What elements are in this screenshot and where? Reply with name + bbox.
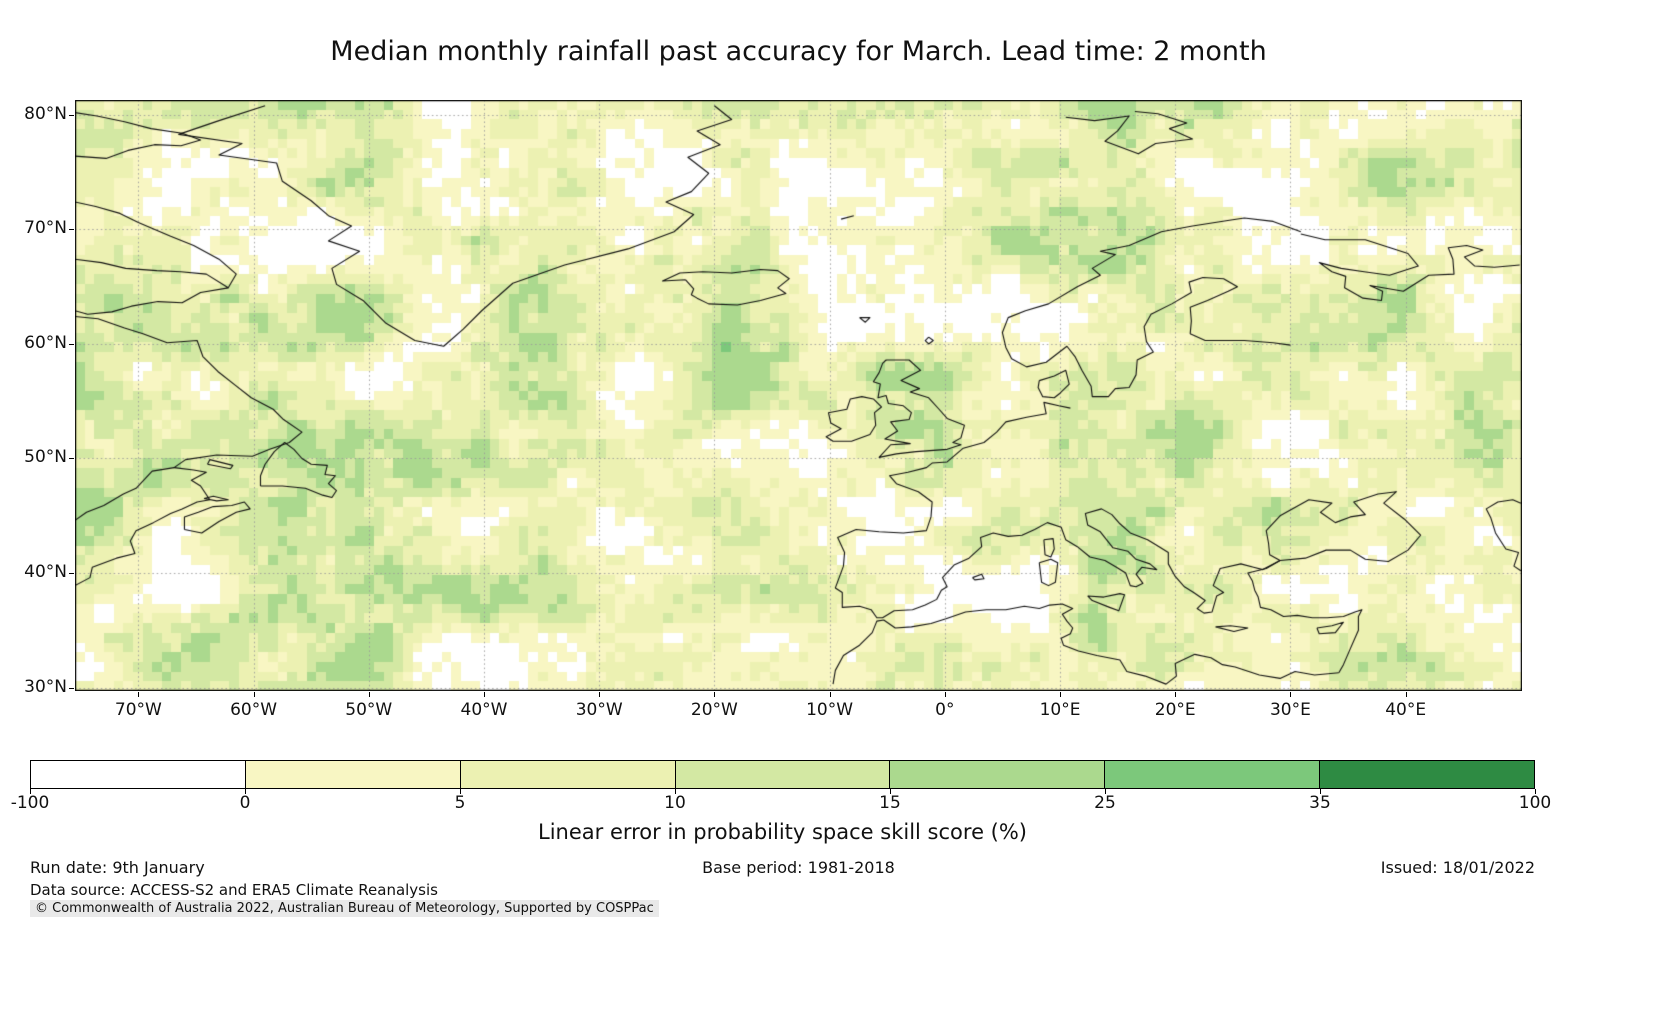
x-tick-mark (1175, 692, 1176, 697)
colorbar-segment (890, 761, 1106, 788)
lon-tick-label: 40°E (1385, 700, 1427, 720)
x-tick-mark (599, 692, 600, 697)
run-date-text: Run date: 9th January (30, 858, 205, 877)
lon-tick-label: 40°W (460, 700, 508, 720)
colorbar-segment (1320, 761, 1535, 788)
x-tick-mark (945, 692, 946, 697)
lat-tick-label: 80°N (24, 103, 67, 124)
x-tick-mark (1060, 692, 1061, 697)
y-tick-mark (69, 229, 74, 230)
colorbar-tick-label: 0 (239, 793, 251, 813)
colorbar-label: Linear error in probability space skill … (538, 820, 1027, 844)
base-period-text: Base period: 1981-2018 (702, 858, 895, 877)
colorbar-tick-label: -100 (10, 793, 50, 813)
colorbar-segment (460, 761, 676, 788)
colorbar-tick-label: 15 (879, 793, 901, 813)
colorbar-segment (1105, 761, 1321, 788)
colorbar-tick-label: 35 (1309, 793, 1331, 813)
lat-tick-label: 40°N (24, 562, 67, 583)
lat-tick-label: 70°N (24, 218, 67, 239)
y-tick-mark (69, 344, 74, 345)
x-tick-mark (830, 692, 831, 697)
y-tick-mark (69, 458, 74, 459)
lon-tick-label: 50°W (345, 700, 393, 720)
colorbar-tick-label: 100 (1518, 793, 1552, 813)
copyright-text: © Commonwealth of Australia 2022, Austra… (30, 900, 659, 917)
x-tick-mark (714, 692, 715, 697)
lon-tick-label: 70°W (114, 700, 162, 720)
colorbar-tick-label: 5 (454, 793, 466, 813)
x-tick-mark (484, 692, 485, 697)
lon-tick-label: 30°W (575, 700, 623, 720)
x-tick-mark (254, 692, 255, 697)
colorbar-tick-label: 10 (664, 793, 686, 813)
colorbar-tick-mark (1320, 789, 1321, 794)
colorbar-tick-mark (890, 789, 891, 794)
chart-title: Median monthly rainfall past accuracy fo… (330, 36, 1267, 67)
x-tick-mark (1406, 692, 1407, 697)
colorbar-tick-mark (30, 789, 31, 794)
lon-tick-label: 20°W (690, 700, 738, 720)
x-tick-mark (138, 692, 139, 697)
lat-tick-label: 60°N (24, 332, 67, 353)
colorbar-tick-mark (1535, 789, 1536, 794)
map-area (75, 100, 1522, 691)
y-tick-mark (69, 688, 74, 689)
lon-tick-label: 20°E (1154, 700, 1196, 720)
lat-tick-label: 50°N (24, 447, 67, 468)
lat-tick-label: 30°N (24, 676, 67, 697)
lon-tick-label: 10°W (806, 700, 854, 720)
lon-tick-label: 60°W (230, 700, 278, 720)
lon-tick-label: 10°E (1039, 700, 1081, 720)
colorbar-tick-mark (1105, 789, 1106, 794)
lon-tick-label: 30°E (1269, 700, 1311, 720)
colorbar-segment (675, 761, 891, 788)
x-tick-mark (369, 692, 370, 697)
lon-tick-label: 0° (935, 700, 955, 720)
map-canvas (75, 100, 1522, 691)
colorbar-tick-mark (460, 789, 461, 794)
y-tick-mark (69, 573, 74, 574)
issued-text: Issued: 18/01/2022 (1380, 858, 1535, 877)
x-tick-mark (1290, 692, 1291, 697)
colorbar-tick-mark (675, 789, 676, 794)
colorbar (30, 760, 1535, 789)
colorbar-segment (245, 761, 461, 788)
colorbar-segment (31, 761, 246, 788)
y-tick-mark (69, 115, 74, 116)
colorbar-tick-mark (245, 789, 246, 794)
data-source-text: Data source: ACCESS-S2 and ERA5 Climate … (30, 881, 438, 899)
colorbar-tick-label: 25 (1094, 793, 1116, 813)
